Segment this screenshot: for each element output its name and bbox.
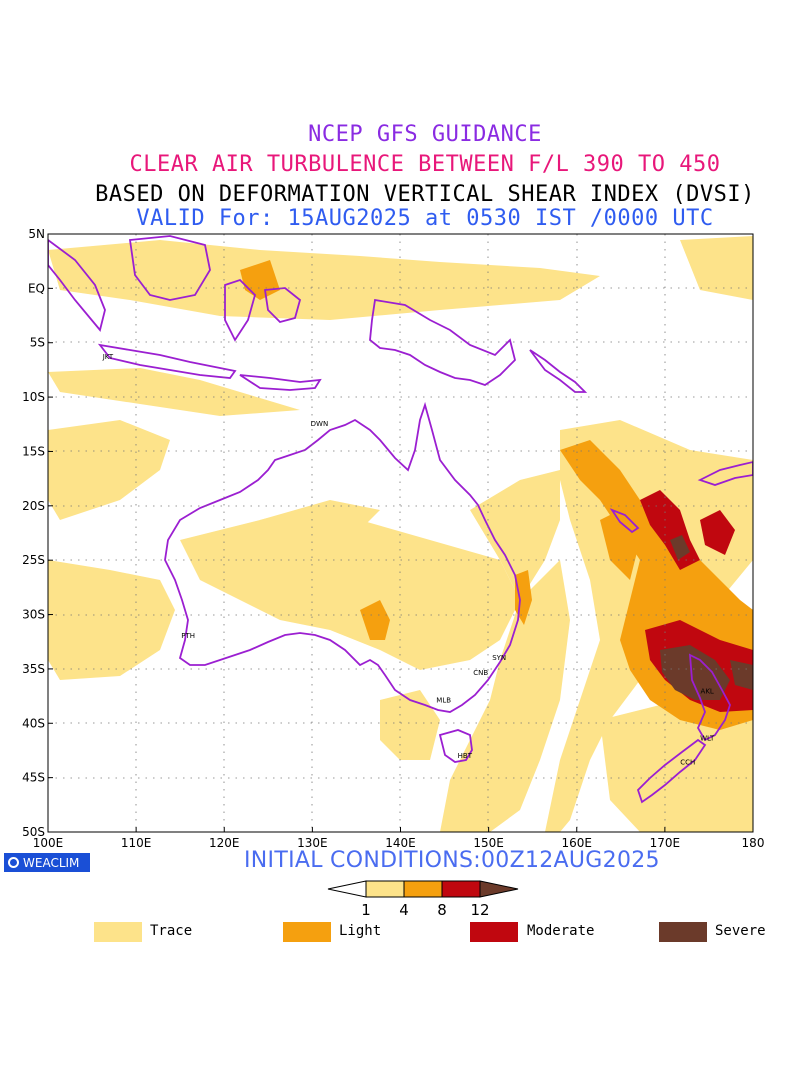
colorbar-tick: 4 xyxy=(399,901,409,918)
city-label-wlt: WLT xyxy=(700,734,715,742)
title-line-3: BASED ON DEFORMATION VERTICAL SHEAR INDE… xyxy=(95,182,755,207)
coastlines xyxy=(48,235,753,804)
latitude-label: 20S xyxy=(22,499,45,513)
title-line-4: VALID For: 15AUG2025 at 0530 IST /0000 U… xyxy=(136,206,714,231)
legend-swatch-light xyxy=(283,922,331,942)
latitude-label: 50S xyxy=(22,825,45,839)
city-label-cch: CCH xyxy=(680,758,695,766)
grid-lines xyxy=(48,234,753,832)
longitude-labels: 100E 110E 120E 130E 140E 150E 160E 170E 180 xyxy=(33,827,765,850)
city-label-syn: SYN xyxy=(492,654,506,662)
latitude-label: 5N xyxy=(28,227,45,241)
latitude-label: 25S xyxy=(22,553,45,567)
latitude-labels: 5N EQ 5S 10S 15S 20S 25S 30S 35S 40S 45S 50S xyxy=(22,227,53,839)
colorbar-tick: 12 xyxy=(470,901,489,918)
title-line-1: NCEP GFS GUIDANCE xyxy=(308,122,542,147)
longitude-label: 180 xyxy=(742,836,765,850)
city-label-hbt: HBT xyxy=(458,752,473,760)
longitude-label: 170E xyxy=(650,836,681,850)
latitude-label: 45S xyxy=(22,771,45,785)
turbulence-map: JKT DWN PTH SYN CNB MLB HBT AKL WLT CCH 5N EQ 5S 10S… xyxy=(22,227,765,850)
city-label-mlb: MLB xyxy=(436,696,451,704)
title-line-2: CLEAR AIR TURBULENCE BETWEEN F/L 390 TO … xyxy=(129,152,721,177)
city-label-akl: AKL xyxy=(701,688,714,696)
weaclim-logo: WEACLIM xyxy=(4,853,90,872)
latitude-label: 35S xyxy=(22,662,45,676)
colorbar-light xyxy=(403,880,443,898)
city-label-dwn: DWN xyxy=(311,420,329,428)
city-labels: JKT DWN PTH SYN CNB MLB HBT AKL WLT CCH xyxy=(102,353,715,767)
colorbar-high-arrow xyxy=(479,880,519,898)
severe-areas xyxy=(660,535,753,700)
longitude-label: 140E xyxy=(385,836,416,850)
colorbar-moderate xyxy=(441,880,481,898)
latitude-label: 15S xyxy=(22,444,45,458)
colorbar-low-arrow xyxy=(327,880,367,898)
longitude-label: 130E xyxy=(297,836,328,850)
legend-swatch-moderate xyxy=(470,922,518,942)
city-label-pth: PTH xyxy=(181,632,195,640)
legend-label-severe: Severe xyxy=(715,923,766,939)
colorbar-tick: 1 xyxy=(361,901,371,918)
legend-label-moderate: Moderate xyxy=(527,923,595,939)
legend-swatch-severe xyxy=(659,922,707,942)
legend-label-light: Light xyxy=(339,923,382,939)
longitude-label: 100E xyxy=(33,836,64,850)
longitude-label: 110E xyxy=(121,836,152,850)
logo-text: WEACLIM xyxy=(23,855,80,870)
longitude-label: 120E xyxy=(209,836,240,850)
city-label-jkt: JKT xyxy=(102,353,114,361)
colorbar-trace xyxy=(365,880,405,898)
colorbar-tick: 8 xyxy=(437,901,447,918)
latitude-label: 40S xyxy=(22,716,45,730)
longitude-label: 160E xyxy=(562,836,593,850)
legend-label-trace: Trace xyxy=(150,923,193,939)
colorbar: 1 4 8 12 xyxy=(327,880,519,918)
city-label-cnb: CNB xyxy=(473,669,488,677)
latitude-label: 30S xyxy=(22,608,45,622)
logo-ring-icon xyxy=(8,857,19,868)
latitude-label: EQ xyxy=(28,281,45,295)
longitude-label: 150E xyxy=(473,836,504,850)
initial-conditions: INITIAL CONDITIONS:00Z12AUG2025 xyxy=(244,848,660,873)
legend-swatch-trace xyxy=(94,922,142,942)
map-area: JKT DWN PTH SYN CNB MLB HBT AKL WLT CCH xyxy=(48,234,753,832)
latitude-label: 5S xyxy=(30,336,45,350)
latitude-label: 10S xyxy=(22,390,45,404)
